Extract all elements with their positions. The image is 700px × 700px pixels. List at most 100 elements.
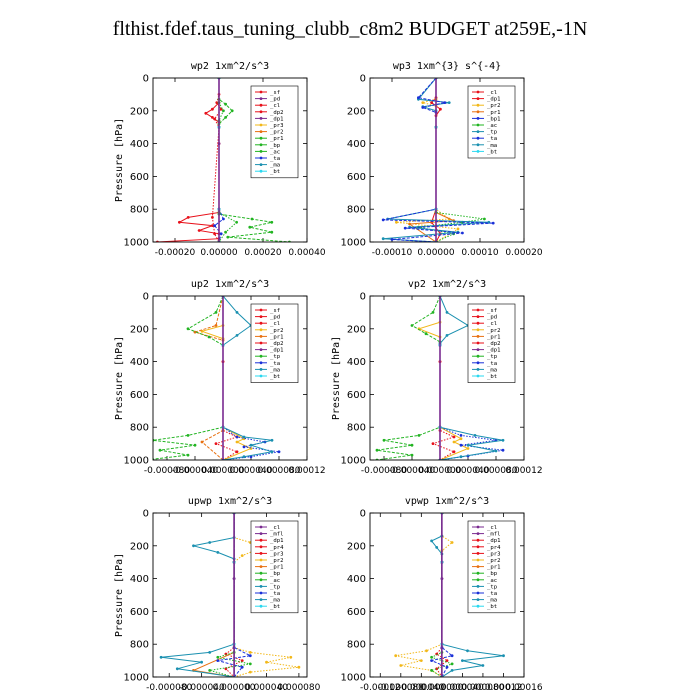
x-tick-label: 0.000040 [230,466,273,476]
legend-marker [476,348,480,351]
chart-title: vpwp 1xm^2/s^3 [405,496,489,507]
data-point [410,443,414,447]
series-group [159,513,301,677]
data-point [494,449,498,453]
series-line-tp [161,513,235,677]
chart-title: wp2 1xm^2/s^3 [191,61,269,72]
legend-marker [259,558,263,562]
y-tick-label: 1000 [341,238,366,249]
legend-marker [259,117,263,120]
chart-panel-3: up2 1xm^2/s^3 Pressure [hPa] 0 200 400 600 800… [114,279,326,476]
x-tick-label: 0.00012 [485,683,522,693]
legend-marker [259,169,263,173]
data-point [381,237,385,241]
legend-marker [476,97,480,100]
legend-marker [259,130,263,134]
y-tick-label: 800 [347,640,366,651]
data-point [450,669,454,672]
legend-entry: _sf [270,90,280,96]
data-point [502,654,505,658]
legend-entry: _dp1 [270,538,283,544]
y-tick-label: 1000 [124,673,149,684]
legend-marker [259,136,263,140]
legend-marker [476,110,480,114]
legend-marker [476,103,480,107]
data-point [410,453,414,457]
data-point [240,659,244,662]
series-line-ma [222,296,273,460]
data-point [390,238,394,241]
x-tick-label: -0.00010 [372,248,413,258]
data-point [222,109,225,113]
legend-marker [259,598,263,601]
legend-marker [476,117,480,120]
legend-marker [476,315,480,318]
data-point [208,669,212,672]
x-tick-label: 0.000000 [202,466,245,476]
data-point [211,116,214,119]
legend-marker [476,308,480,312]
plot-frame [369,512,525,678]
series-line-tp [430,513,504,677]
legend-marker [476,604,480,608]
y-tick-label: 400 [130,574,149,585]
legend-marker [259,143,263,147]
data-point [403,226,407,230]
legend-entry: _dp1 [270,348,283,354]
legend-entry: _sf [270,308,280,314]
legend-entry: _dp1 [487,97,500,103]
legend-entry: _ac [487,123,497,129]
data-point [491,221,495,225]
x-tick-label: 0.000080 [277,683,320,693]
data-point [211,107,214,111]
legend-marker [476,571,480,575]
data-point [193,443,197,447]
series-line-pr2 [200,296,253,460]
data-point [466,443,470,447]
data-point [248,654,252,658]
legend-entry: _cl [270,525,280,531]
data-point [208,651,212,654]
data-point [466,649,469,653]
legend-entry: _bt [487,604,497,610]
legend-entry: _pr1 [487,565,500,571]
legend-entry: _pr1 [487,334,500,340]
legend-entry: _ta [487,136,497,142]
legend-marker [259,315,263,318]
legend-marker [259,538,263,542]
y-tick-label: 400 [347,357,366,368]
legend-entry: _ta [487,361,497,367]
x-tick-label: 0.00020 [505,248,542,258]
legend-marker [259,525,263,529]
y-tick-label: 800 [130,205,149,216]
data-point [381,218,385,222]
legend-marker [259,361,263,365]
data-point [501,448,505,452]
data-point [424,332,428,336]
chart-panel-1: wp2 1xm^2/s^3 Pressure [hPa] 0 200 400 600 800… [114,61,326,258]
legend-entry: _pr1 [270,334,283,340]
data-point [270,220,274,224]
legend-marker [476,321,480,325]
legend-entry: _ma [487,598,497,604]
legend-entry: _cl [487,90,497,96]
data-point [226,235,230,239]
series-line-tp [153,296,224,460]
legend-entry: _pr1 [487,110,500,116]
data-point [186,327,190,331]
data-point [186,434,190,437]
data-point [214,311,218,314]
plot-frame [152,77,308,243]
x-tick-label: -0.00012 [360,683,400,693]
legend-marker [259,150,263,153]
legend-marker [259,348,263,351]
y-tick-label: 1000 [341,673,366,684]
legend-entry: _pr2 [270,328,283,334]
data-point [240,554,244,557]
x-tick-label: -0.000040 [389,466,435,476]
y-tick-label: 600 [130,172,149,183]
legend-entry: _tp [270,354,281,360]
legend-marker [259,103,263,107]
legend-marker [476,143,480,147]
